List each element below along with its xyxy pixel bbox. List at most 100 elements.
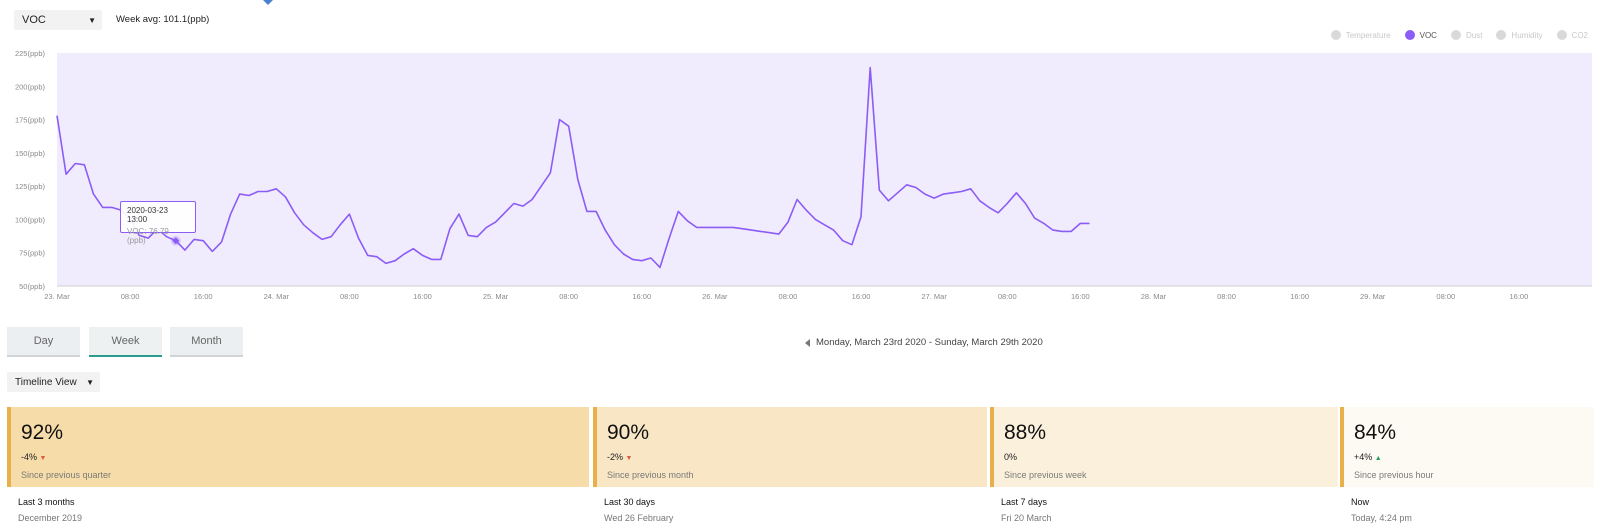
stat-change: +4% ▲ bbox=[1354, 452, 1382, 462]
previous-week-arrow-icon[interactable] bbox=[805, 338, 810, 347]
stat-percent: 84% bbox=[1354, 421, 1397, 444]
x-tick-label: 16:00 bbox=[852, 292, 871, 301]
chevron-down-icon: ▼ bbox=[88, 15, 96, 25]
legend-item-temperature[interactable]: Temperature bbox=[1330, 30, 1391, 40]
legend-dot-icon bbox=[1330, 30, 1341, 40]
period-label-now: Now Today, 4:24 pm bbox=[1351, 497, 1412, 523]
x-tick-label: 27. Mar bbox=[921, 292, 947, 301]
x-tick-label: 08:00 bbox=[779, 292, 798, 301]
marker-triangle-icon bbox=[263, 0, 273, 5]
x-tick-label: 08:00 bbox=[1436, 292, 1455, 301]
period-title: Now bbox=[1351, 497, 1370, 507]
period-label-month: Last 30 days Wed 26 February bbox=[604, 497, 673, 523]
legend-item-dust[interactable]: Dust bbox=[1450, 30, 1483, 40]
x-tick-label: 08:00 bbox=[559, 292, 578, 301]
x-tick-label: 25. Mar bbox=[483, 292, 509, 301]
x-tick-label: 08:00 bbox=[998, 292, 1017, 301]
y-tick-label: 75(ppb) bbox=[19, 249, 45, 258]
stat-percent: 90% bbox=[607, 421, 650, 444]
stat-card-month: 90% -2% ▼ Since previous month bbox=[593, 407, 987, 487]
period-date: December 2019 bbox=[18, 513, 83, 523]
stat-since: Since previous week bbox=[1004, 470, 1087, 480]
range-button-label: Day bbox=[33, 335, 54, 347]
view-select[interactable]: Timeline View ▼ bbox=[7, 372, 100, 392]
legend-label: Dust bbox=[1465, 30, 1483, 40]
stat-card-quarter: 92% -4% ▼ Since previous quarter bbox=[7, 407, 589, 487]
range-button-label: Month bbox=[191, 335, 222, 347]
stat-since: Since previous hour bbox=[1354, 470, 1434, 480]
plot-area bbox=[57, 53, 1592, 286]
legend-dot-icon bbox=[1556, 30, 1567, 40]
period-date: Wed 26 February bbox=[604, 513, 674, 523]
range-button-week[interactable]: Week bbox=[89, 327, 162, 357]
date-range-label: Monday, March 23rd 2020 - Sunday, March … bbox=[816, 337, 1043, 348]
x-tick-label: 08:00 bbox=[340, 292, 359, 301]
stat-change: -2% ▼ bbox=[607, 452, 633, 462]
date-range-nav: Monday, March 23rd 2020 - Sunday, March … bbox=[805, 337, 1043, 348]
x-tick-label: 16:00 bbox=[194, 292, 213, 301]
sensor-select-value: VOC bbox=[22, 14, 46, 26]
x-tick-label: 08:00 bbox=[1217, 292, 1236, 301]
x-tick-label: 08:00 bbox=[121, 292, 140, 301]
chart-legend: Temperature VOC Dust Humidity CO2 bbox=[1317, 30, 1588, 40]
x-tick-label: 26. Mar bbox=[702, 292, 728, 301]
period-title: Last 7 days bbox=[1001, 497, 1048, 507]
stat-since: Since previous quarter bbox=[21, 470, 112, 480]
stat-percent: 92% bbox=[21, 421, 64, 444]
x-tick-label: 16:00 bbox=[632, 292, 651, 301]
y-tick-label: 175(ppb) bbox=[15, 116, 46, 125]
x-tick-label: 23. Mar bbox=[44, 292, 70, 301]
stat-since: Since previous month bbox=[607, 470, 694, 480]
legend-dot-icon bbox=[1450, 30, 1461, 40]
x-tick-label: 24. Mar bbox=[264, 292, 290, 301]
legend-dot-icon bbox=[1496, 30, 1507, 40]
legend-label: Temperature bbox=[1345, 30, 1391, 40]
period-label-week: Last 7 days Fri 20 March bbox=[1001, 497, 1052, 523]
trend-down-icon: ▼ bbox=[39, 455, 47, 462]
tooltip-title: 2020-03-23 13:00 bbox=[127, 206, 168, 224]
legend-dot-icon bbox=[1404, 30, 1415, 40]
x-tick-label: 16:00 bbox=[1290, 292, 1309, 301]
stat-change: 0% bbox=[1004, 452, 1018, 462]
stat-change: -4% ▼ bbox=[21, 452, 47, 462]
period-date: Fri 20 March bbox=[1001, 513, 1052, 523]
legend-label: Humidity bbox=[1511, 30, 1543, 40]
chevron-down-icon: ▼ bbox=[86, 377, 94, 387]
stat-card-week: 88% 0% Since previous week bbox=[990, 407, 1338, 487]
period-label-quarter: Last 3 months December 2019 bbox=[18, 497, 82, 523]
legend-label: VOC bbox=[1419, 30, 1437, 40]
period-date: Today, 4:24 pm bbox=[1351, 513, 1412, 523]
sensor-select[interactable]: VOC ▼ bbox=[14, 10, 102, 30]
period-title: Last 30 days bbox=[604, 497, 656, 507]
x-tick-label: 16:00 bbox=[1071, 292, 1090, 301]
y-tick-label: 125(ppb) bbox=[15, 182, 46, 191]
stat-card-hour: 84% +4% ▲ Since previous hour bbox=[1340, 407, 1594, 487]
legend-item-co2[interactable]: CO2 bbox=[1556, 30, 1588, 40]
range-button-label: Week bbox=[111, 335, 140, 347]
legend-item-voc[interactable]: VOC bbox=[1404, 30, 1437, 40]
x-tick-label: 29. Mar bbox=[1360, 292, 1386, 301]
range-button-month[interactable]: Month bbox=[170, 327, 243, 357]
voc-line-chart[interactable]: 50(ppb) 75(ppb) 100(ppb) 125(ppb) 150(ppb) 17… bbox=[0, 0, 1600, 310]
highlight-marker bbox=[172, 237, 180, 245]
x-tick-label: 16:00 bbox=[1510, 292, 1529, 301]
view-select-value: Timeline View bbox=[15, 376, 77, 388]
period-title: Last 3 months bbox=[18, 497, 75, 507]
week-average: Week avg: 101.1(ppb) bbox=[116, 14, 210, 25]
legend-label: CO2 bbox=[1571, 30, 1588, 40]
trend-down-icon: ▼ bbox=[625, 455, 633, 462]
stat-percent: 88% bbox=[1004, 421, 1047, 444]
y-tick-label: 150(ppb) bbox=[15, 149, 46, 158]
y-tick-label: 225(ppb) bbox=[15, 49, 46, 58]
x-tick-label: 16:00 bbox=[413, 292, 432, 301]
series-line-voc bbox=[56, 66, 1090, 269]
y-tick-label: 100(ppb) bbox=[15, 215, 46, 224]
x-tick-label: 28. Mar bbox=[1141, 292, 1167, 301]
y-tick-label: 200(ppb) bbox=[15, 82, 46, 91]
y-tick-label: 50(ppb) bbox=[19, 282, 45, 291]
trend-up-icon: ▲ bbox=[1374, 455, 1382, 462]
range-button-day[interactable]: Day bbox=[7, 327, 80, 357]
tooltip-value: VOC: 76.79 (ppb) bbox=[127, 227, 169, 245]
legend-item-humidity[interactable]: Humidity bbox=[1496, 30, 1543, 40]
chart-tooltip: 2020-03-23 13:00 VOC: 76.79 (ppb) bbox=[120, 201, 196, 245]
